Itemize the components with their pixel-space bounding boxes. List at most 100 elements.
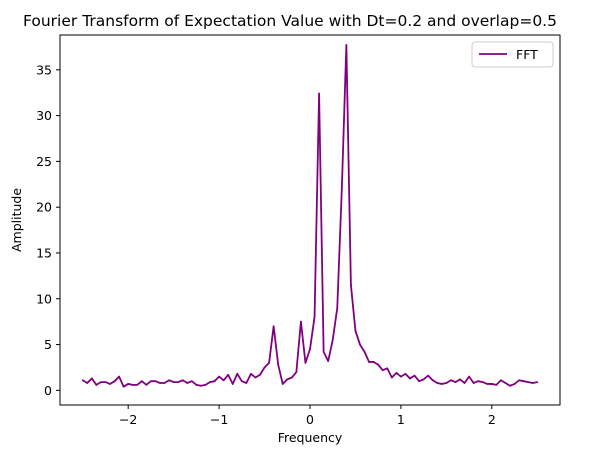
data-point [359,343,361,346]
data-point [81,379,84,382]
plot-area: −2 −1 0 1 2 0 5 10 15 20 25 30 35 [36,34,561,427]
data-point [286,378,289,381]
data-point [104,381,107,383]
data-point [372,361,375,363]
data-point [195,383,198,386]
data-point [118,375,120,378]
data-point [213,380,216,383]
data-point [136,383,139,386]
data-point [272,325,275,328]
data-point [159,382,161,384]
data-point [418,380,420,383]
data-point [440,383,443,385]
data-point [150,380,152,383]
data-point [250,372,252,375]
data-point [345,44,348,46]
data-point [495,383,498,386]
data-point [427,374,430,377]
y-axis-label: Amplitude [9,188,24,252]
y-tick-label: 0 [44,383,52,398]
data-point [181,379,184,382]
data-point [200,384,202,387]
data-point [304,361,307,364]
data-point [450,379,452,382]
data-point [500,379,502,382]
data-point [404,372,407,375]
data-point [86,382,89,384]
data-point [218,375,220,378]
y-tick-label: 30 [36,108,52,123]
data-point [268,361,270,364]
data-point [536,381,539,383]
series-line-fft [82,44,538,388]
data-point [481,381,484,383]
data-point [454,381,457,383]
data-point [431,379,434,382]
x-axis-label: Frequency [278,430,343,445]
data-point [322,350,325,353]
data-point [127,383,130,385]
data-point [468,375,470,378]
data-point [409,377,411,380]
data-point [204,383,207,386]
data-point [318,92,320,95]
data-point [422,378,425,381]
data-point [509,384,511,387]
data-point [327,360,330,362]
data-point [309,348,311,351]
x-tick-label: 2 [488,412,496,427]
data-point [281,383,284,385]
data-point [377,363,380,366]
x-tick-label: −2 [119,412,137,427]
data-point [163,382,166,384]
data-point [209,381,211,383]
data-point [140,380,143,383]
data-point [177,381,180,383]
data-point [245,382,248,384]
data-point [277,363,280,366]
data-point [445,382,448,384]
legend-label-fft: FFT [516,47,538,62]
data-points [81,44,539,388]
data-point [90,377,93,380]
data-point [477,380,480,383]
data-point [95,383,98,386]
data-point [527,381,530,383]
chart-title: Fourier Transform of Expectation Value w… [23,12,557,30]
data-point [240,380,243,383]
data-point [336,307,339,309]
x-tick-label: −1 [210,412,228,427]
data-point [340,187,343,190]
data-point [350,284,352,286]
data-point [522,380,525,383]
data-point [513,383,516,385]
legend: FFT [471,41,554,68]
data-point [504,382,507,384]
data-point [531,382,534,384]
data-point [145,383,148,386]
x-tick-label: 1 [397,412,405,427]
data-point [222,379,225,382]
data-point [490,383,493,385]
y-tick-label: 5 [44,337,52,352]
data-point [154,380,157,383]
data-point [486,383,489,385]
data-point [168,379,170,382]
data-point [459,378,461,381]
data-point [313,316,316,318]
data-point [463,382,466,384]
data-point [259,373,261,376]
data-point [227,373,230,376]
y-axis-ticks: 0 5 10 15 20 25 30 35 [36,62,60,398]
data-point [254,376,257,379]
data-point [413,374,416,377]
data-point [290,376,293,379]
data-point [113,380,116,383]
data-point [363,350,366,353]
data-point [368,361,370,363]
data-point [122,385,125,388]
data-point [331,339,334,341]
y-tick-label: 20 [36,200,52,215]
y-tick-label: 25 [36,154,52,169]
